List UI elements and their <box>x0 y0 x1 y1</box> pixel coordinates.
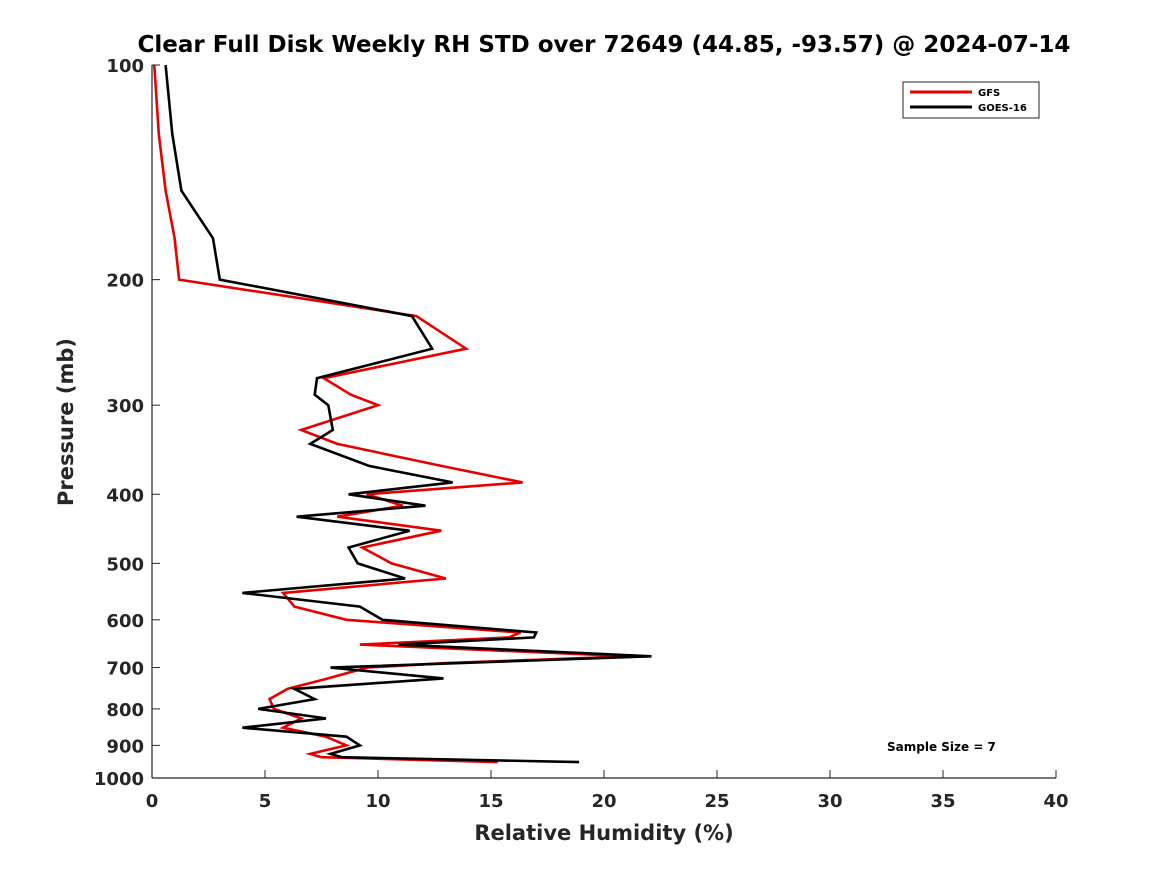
y-tick-label: 300 <box>106 396 144 417</box>
y-tick-label: 800 <box>106 700 144 721</box>
y-tick-label: 1000 <box>94 769 144 790</box>
x-tick-label: 0 <box>146 791 159 812</box>
y-tick-label: 200 <box>106 271 144 292</box>
x-axis-ticks: 0 5 10 15 20 25 30 35 40 <box>146 770 1069 812</box>
x-tick-label: 5 <box>259 791 272 812</box>
series-line-goes16 <box>164 64 652 764</box>
legend-label-goes16: GOES-16 <box>978 103 1027 114</box>
sample-size-annotation: Sample Size = 7 <box>887 740 996 754</box>
x-tick-label: 30 <box>817 791 842 812</box>
y-tick-label: 500 <box>106 554 144 575</box>
x-axis-label: Relative Humidity (%) <box>474 821 733 845</box>
legend-label-gfs: GFS <box>978 88 1000 99</box>
chart-title: Clear Full Disk Weekly RH STD over 72649… <box>138 32 1071 58</box>
x-tick-label: 40 <box>1043 791 1068 812</box>
x-tick-label: 35 <box>930 791 955 812</box>
y-tick-label: 900 <box>106 736 144 757</box>
y-tick-label: 100 <box>106 56 144 77</box>
series-layer <box>153 64 652 764</box>
plot-area: 0 5 10 15 20 25 30 35 40 100 200 300 400 500 600 700 80… <box>94 56 1069 812</box>
y-tick-label: 700 <box>106 659 144 680</box>
y-axis-ticks: 100 200 300 400 500 600 700 800 900 1000 <box>94 56 160 790</box>
legend: GFS GOES-16 <box>902 81 1040 119</box>
x-tick-label: 25 <box>704 791 729 812</box>
x-tick-label: 10 <box>365 791 390 812</box>
x-tick-label: 15 <box>478 791 503 812</box>
x-tick-label: 20 <box>591 791 616 812</box>
y-tick-label: 400 <box>106 485 144 506</box>
y-axis-label: Pressure (mb) <box>54 338 78 506</box>
y-tick-label: 600 <box>106 611 144 632</box>
legend-box <box>902 81 1040 119</box>
